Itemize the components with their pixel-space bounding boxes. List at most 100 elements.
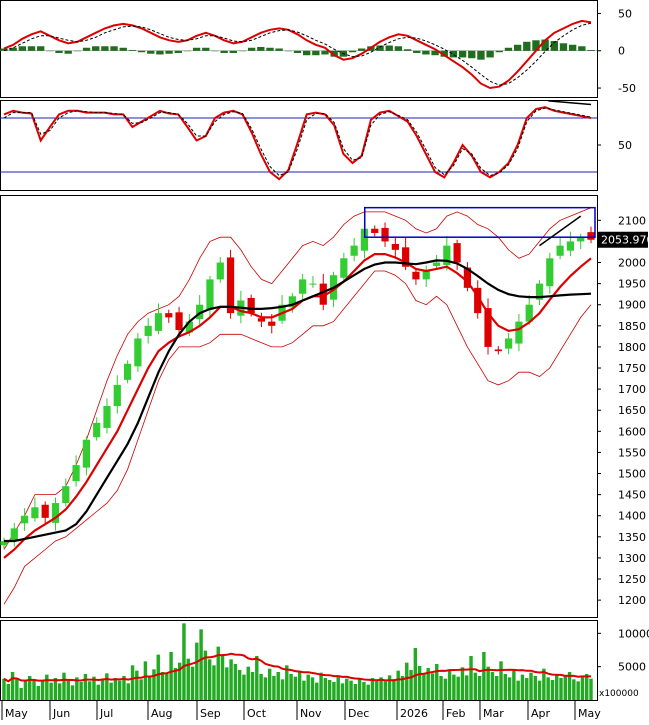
volume-bar <box>49 683 52 700</box>
candle-up <box>11 528 18 541</box>
x-tick-label: 2026 <box>400 707 428 720</box>
macd-histogram-bar <box>230 51 237 53</box>
macd-histogram-bar <box>386 46 393 51</box>
volume-bar <box>435 664 438 700</box>
macd-histogram-bar <box>349 51 356 52</box>
volume-bar <box>41 681 44 700</box>
candle-down <box>227 257 234 313</box>
price-frame <box>1 196 598 618</box>
volume-bar <box>555 675 558 700</box>
macd-histogram-bar <box>477 51 484 60</box>
volume-bar <box>169 652 172 700</box>
volume-bar <box>486 667 489 700</box>
volume-bar <box>332 682 335 700</box>
candle-down <box>381 228 388 242</box>
volume-bar <box>174 668 177 700</box>
macd-histogram-bar <box>120 48 127 51</box>
volume-bar <box>15 679 18 700</box>
x-tick-label: Nov <box>300 707 322 720</box>
candle-up <box>433 263 440 266</box>
macd-histogram-bar <box>358 49 365 51</box>
volume-bar <box>238 670 241 700</box>
volume-bar <box>452 675 455 700</box>
volume-bar <box>508 677 511 700</box>
volume-bar <box>439 676 442 700</box>
macd-histogram-bar <box>202 48 209 51</box>
volume-bar <box>392 679 395 700</box>
volume-bar <box>546 677 549 700</box>
candle-up <box>423 271 430 279</box>
volume-bar <box>358 679 361 700</box>
macd-histogram-bar <box>505 48 512 51</box>
volume-bar <box>491 672 494 700</box>
macd-histogram-bar <box>413 51 420 53</box>
volume-panel: 100005000x100000 <box>1 621 649 701</box>
volume-bar <box>302 681 305 700</box>
candle-down <box>165 313 172 317</box>
volume-bar <box>127 683 130 700</box>
candle-up <box>505 338 512 348</box>
volume-bar <box>88 681 91 700</box>
price-panel: 2100205020001950190018501800175017001650… <box>0 196 649 618</box>
volume-bar <box>409 670 412 700</box>
candle-up <box>299 279 306 293</box>
macd-histogram-bar <box>422 51 429 55</box>
x-tick-label: May <box>578 707 601 720</box>
macd-histogram-bar <box>496 51 503 52</box>
macd-histogram-bar <box>147 51 154 54</box>
volume-bar <box>191 667 194 700</box>
volume-bar <box>461 667 464 700</box>
candle-up <box>340 258 347 277</box>
volume-bar <box>62 673 65 700</box>
volume-bar <box>538 681 541 700</box>
volume-bar <box>311 677 314 700</box>
volume-bar <box>585 674 588 700</box>
volume-bar <box>315 683 318 700</box>
price-tick-label: 1450 <box>618 489 646 502</box>
volume-bar <box>114 678 117 700</box>
volume-bar <box>366 685 369 700</box>
volume-bar <box>272 676 275 700</box>
volume-bar <box>109 683 112 700</box>
macd-histogram-bar <box>83 48 90 51</box>
x-tick-label: Apr <box>531 707 551 720</box>
volume-bar <box>456 677 459 700</box>
macd-histogram-bar <box>193 48 200 51</box>
macd-histogram-bar <box>220 51 227 53</box>
macd-histogram-bar <box>211 51 218 52</box>
volume-bar <box>551 680 554 700</box>
volume-bar <box>101 679 104 700</box>
volume-bar <box>499 661 502 700</box>
volume-bar <box>534 676 537 700</box>
macd-histogram-bar <box>285 51 292 52</box>
volume-bar <box>482 652 485 700</box>
volume-bar <box>418 666 421 700</box>
macd-tick-label: 0 <box>618 45 625 58</box>
candle-up <box>515 322 522 344</box>
candle-down <box>587 232 594 240</box>
candle-up <box>134 338 141 366</box>
volume-bar <box>589 679 592 700</box>
volume-bar <box>152 669 155 700</box>
volume-bar <box>97 685 100 700</box>
macd-histogram-bar <box>468 51 475 58</box>
candle-down <box>392 244 399 250</box>
volume-bar <box>504 674 507 700</box>
candle-up <box>351 246 358 256</box>
volume-bar <box>229 659 232 700</box>
candle-down <box>258 318 265 321</box>
volume-bar <box>474 673 477 700</box>
volume-bar <box>32 680 35 700</box>
macd-histogram-bar <box>55 51 62 53</box>
volume-bar <box>529 673 532 700</box>
macd-histogram-bar <box>459 51 466 58</box>
candle-up <box>546 258 553 286</box>
volume-bar <box>371 678 374 700</box>
volume-bar <box>131 665 134 700</box>
x-tick-label: Dec <box>348 707 369 720</box>
price-tick-label: 1900 <box>618 299 646 312</box>
macd-histogram-bar <box>321 51 328 55</box>
volume-bar <box>208 659 211 700</box>
last-price-label: 2053.970 <box>601 234 649 247</box>
